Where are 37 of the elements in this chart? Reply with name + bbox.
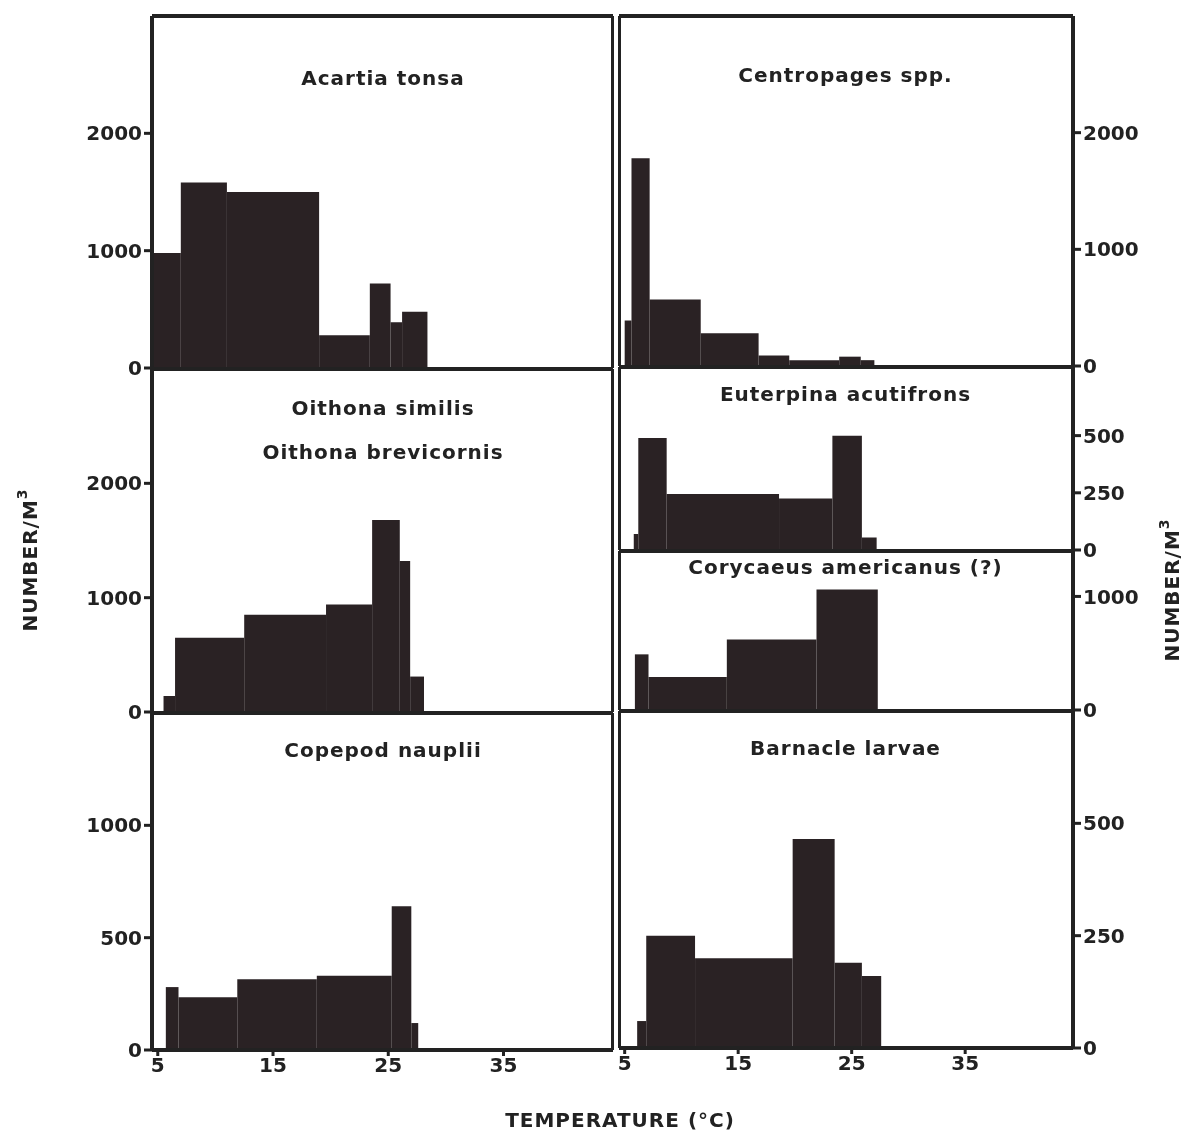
x-tick-label: 15 (724, 1051, 753, 1076)
chart-title: Corycaeus americanus (?) (687, 554, 1004, 580)
y-tick-label: 1000 (86, 238, 142, 263)
y-tick-label: 500 (1083, 811, 1125, 836)
text: Barnacle larvae (749, 735, 942, 761)
text: Oithona similis (290, 395, 476, 421)
y-tick-label: 2000 (86, 121, 142, 146)
y-tick-label: 500 (1083, 423, 1125, 448)
y-tick-label: 0 (128, 700, 142, 725)
y-tick-label: 0 (128, 1038, 142, 1063)
text: Acartia tonsa (300, 65, 466, 91)
y-tick-label: 1000 (1083, 584, 1139, 609)
text: Centropages spp. (737, 62, 954, 88)
y-tick-label: 2000 (1083, 120, 1139, 145)
text: Oithona brevicornis (261, 439, 505, 465)
y-tick-label: 1000 (86, 813, 142, 838)
x-tick-label: 35 (489, 1053, 518, 1078)
y-tick-label: 2000 (86, 471, 142, 496)
y-tick-label: 0 (1083, 538, 1097, 563)
x-axis-title: TEMPERATURE (°C) (504, 1108, 736, 1132)
x-tick-label: 5 (617, 1051, 632, 1076)
y-tick-label: 0 (128, 356, 142, 381)
y-tick-label: 0 (1083, 1036, 1097, 1061)
y-tick-label: 0 (1083, 698, 1097, 723)
x-tick-label: 35 (951, 1051, 980, 1076)
text: Euterpina acutifrons (718, 381, 973, 407)
y-tick-label: 1000 (1083, 237, 1139, 262)
y-tick-label: 0 (1083, 354, 1097, 379)
y-tick-label: 1000 (86, 585, 142, 610)
text: Copepod nauplii (283, 737, 483, 763)
y-tick-label: 500 (100, 925, 142, 950)
x-tick-label: 5 (150, 1053, 165, 1078)
x-tick-label: 25 (374, 1053, 403, 1078)
x-tick-label: 15 (259, 1053, 287, 1078)
y-tick-label: 250 (1083, 923, 1125, 948)
x-tick-label: 25 (837, 1051, 866, 1076)
y-tick-label: 250 (1083, 480, 1125, 505)
